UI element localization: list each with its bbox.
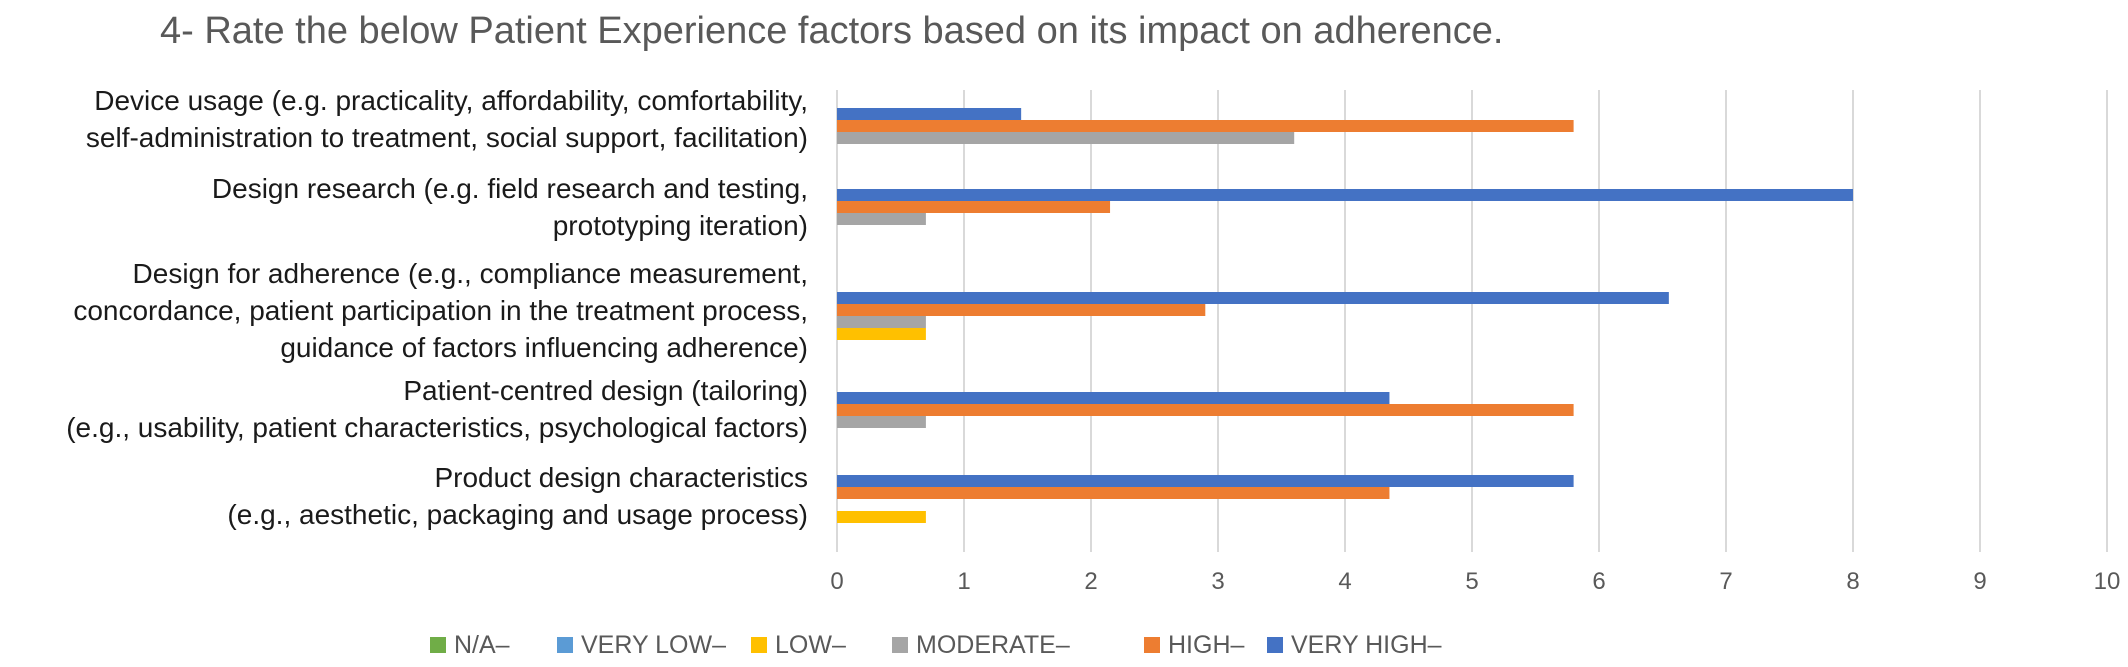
x-tick-label: 4	[1338, 568, 1351, 595]
x-tick-label: 3	[1211, 568, 1224, 595]
bar-high	[837, 487, 1390, 499]
category-label: guidance of factors influencing adherenc…	[280, 332, 808, 363]
bar-low	[837, 328, 926, 340]
category-label: prototyping iteration)	[553, 210, 808, 241]
bar-moderate	[837, 316, 926, 328]
x-tick-label: 0	[830, 568, 843, 595]
bar-high	[837, 201, 1111, 213]
bar-low	[837, 511, 926, 523]
bar-very-high	[837, 392, 1390, 404]
category-labels: Device usage (e.g. practicality, afforda…	[66, 85, 808, 530]
legend-swatch	[1144, 637, 1160, 653]
x-tick-label: 10	[2094, 568, 2121, 595]
bar-moderate	[837, 213, 926, 225]
category-label: concordance, patient participation in th…	[73, 295, 808, 326]
bar-moderate	[837, 416, 926, 428]
x-tick-label: 5	[1465, 568, 1478, 595]
bar-very-high	[837, 108, 1022, 120]
bar-high	[837, 404, 1574, 416]
legend-swatch	[430, 637, 446, 653]
x-tick-label: 2	[1084, 568, 1097, 595]
x-tick-label: 9	[1973, 568, 1986, 595]
chart-title: 4- Rate the below Patient Experience fac…	[160, 10, 1503, 52]
legend-label: LOW–	[775, 631, 846, 659]
category-label: (e.g., aesthetic, packaging and usage pr…	[227, 499, 808, 530]
grid	[836, 90, 2108, 552]
x-tick-label: 1	[957, 568, 970, 595]
category-label: Product design characteristics	[434, 462, 808, 493]
x-tick-label: 8	[1846, 568, 1859, 595]
bar-high	[837, 304, 1206, 316]
bar-moderate	[837, 132, 1295, 144]
category-label: Patient-centred design (tailoring)	[403, 375, 808, 406]
x-tick-label: 7	[1719, 568, 1732, 595]
bar-very-high	[837, 189, 1853, 201]
legend: N/A– VERY LOW– LOW– MODERATE– HIGH– VERY HIGH…	[430, 631, 1442, 659]
legend-swatch	[892, 637, 908, 653]
category-label: Design research (e.g. field research and…	[212, 173, 808, 204]
legend-label: N/A–	[454, 631, 510, 659]
category-label: Design for adherence (e.g., compliance m…	[133, 258, 808, 289]
category-label: (e.g., usability, patient characteristic…	[66, 412, 808, 443]
legend-swatch	[751, 637, 767, 653]
x-tick-label: 6	[1592, 568, 1605, 595]
x-axis-ticks: 0 1 2 3 4 5 6 7 8 9 10	[830, 568, 2120, 595]
legend-swatch	[557, 637, 573, 653]
legend-label: HIGH–	[1168, 631, 1245, 659]
category-label: Device usage (e.g. practicality, afforda…	[94, 85, 808, 116]
bar-very-high	[837, 292, 1669, 304]
legend-label: VERY LOW–	[581, 631, 726, 659]
bar-high	[837, 120, 1574, 132]
bar-very-high	[837, 475, 1574, 487]
legend-label: VERY HIGH–	[1291, 631, 1442, 659]
legend-label: MODERATE–	[916, 631, 1070, 659]
bars	[837, 108, 1853, 523]
category-label: self-administration to treatment, social…	[86, 122, 808, 153]
legend-swatch	[1267, 637, 1283, 653]
